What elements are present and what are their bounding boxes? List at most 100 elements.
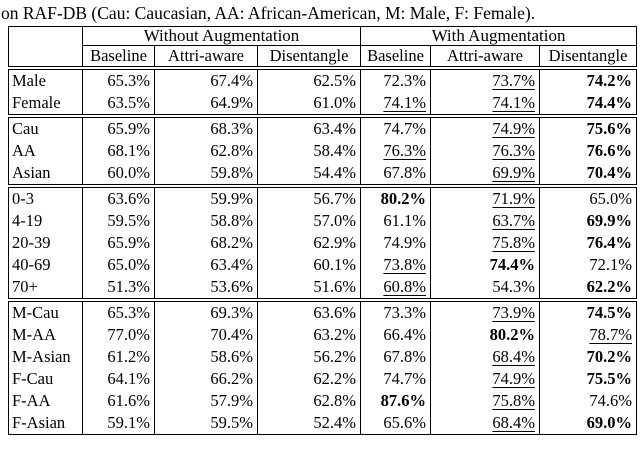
value-cell: 62.2% — [257, 368, 361, 390]
value-cell: 63.4% — [257, 114, 361, 140]
augmentation-header-row: Without Augmentation With Augmentation — [8, 26, 638, 68]
value-cell: 72.3% — [360, 66, 431, 92]
value-cell: 61.2% — [82, 346, 155, 368]
value-cell: 63.5% — [82, 92, 155, 116]
value-cell: 74.1% — [430, 92, 540, 116]
value-cell: 61.6% — [82, 390, 155, 412]
value-cell: 64.9% — [154, 92, 258, 116]
value-cell: 58.6% — [154, 346, 258, 368]
row-label: Cau — [8, 114, 83, 140]
value-cell: 74.9% — [430, 368, 540, 390]
row-label: Male — [8, 66, 83, 92]
value-cell: 61.1% — [360, 210, 431, 232]
value-cell: 63.6% — [82, 184, 155, 210]
header-attri-aware-with: Attri-aware — [430, 45, 540, 68]
header-attri-aware-without: Attri-aware — [154, 45, 258, 68]
value-cell: 77.0% — [82, 324, 155, 346]
value-cell: 69.9% — [430, 162, 540, 186]
table-row-m-aa: M-AA 77.0% 70.4% 63.2% 66.4% 80.2% 78.7% — [8, 324, 638, 346]
value-cell: 68.4% — [430, 412, 540, 435]
value-cell: 68.1% — [82, 140, 155, 162]
value-cell: 74.6% — [538, 390, 638, 412]
value-cell: 72.1% — [538, 254, 638, 276]
table-header: Without Augmentation With Augmentation B… — [8, 26, 638, 68]
value-cell: 74.5% — [538, 298, 638, 324]
value-cell: 75.8% — [430, 232, 540, 254]
value-cell: 74.7% — [360, 368, 431, 390]
row-label: M-AA — [8, 324, 83, 346]
value-cell: 57.0% — [257, 210, 361, 232]
table-row-asian: Asian 60.0% 59.8% 54.4% 67.8% 69.9% 70.4% — [8, 162, 638, 186]
value-cell: 60.0% — [82, 162, 155, 186]
value-cell: 59.1% — [82, 412, 155, 435]
value-cell: 65.0% — [538, 184, 638, 210]
value-cell: 73.8% — [360, 254, 431, 276]
value-cell: 73.3% — [360, 298, 431, 324]
value-cell: 74.1% — [360, 92, 431, 116]
value-cell: 87.6% — [360, 390, 431, 412]
value-cell: 68.3% — [154, 114, 258, 140]
table-row-f-asian: F-Asian 59.1% 59.5% 52.4% 65.6% 68.4% 69.0% — [8, 412, 638, 435]
corner-empty-cell — [8, 26, 83, 68]
table-row-male: Male 65.3% 67.4% 62.5% 72.3% 73.7% 74.2% — [8, 66, 638, 92]
header-baseline-with: Baseline — [360, 45, 431, 68]
value-cell: 71.9% — [430, 184, 540, 210]
header-without-augmentation: Without Augmentation — [82, 26, 361, 46]
value-cell: 69.9% — [538, 210, 638, 232]
value-cell: 74.9% — [360, 232, 431, 254]
value-cell: 64.1% — [82, 368, 155, 390]
value-cell: 59.5% — [154, 412, 258, 435]
value-cell: 78.7% — [538, 324, 638, 346]
header-baseline-without: Baseline — [82, 45, 155, 68]
value-cell: 62.8% — [154, 140, 258, 162]
row-label: 20-39 — [8, 232, 83, 254]
value-cell: 74.4% — [538, 92, 638, 116]
value-cell: 58.4% — [257, 140, 361, 162]
value-cell: 60.8% — [360, 276, 431, 300]
value-cell: 66.4% — [360, 324, 431, 346]
header-disentangle-without: Disentangle — [257, 45, 361, 68]
value-cell: 76.3% — [360, 140, 431, 162]
method-header-row: Baseline Attri-aware Disentangle Baselin… — [9, 45, 638, 68]
value-cell: 75.8% — [430, 390, 540, 412]
table-row-female: Female 63.5% 64.9% 61.0% 74.1% 74.1% 74.4% — [8, 92, 638, 116]
value-cell: 75.6% — [538, 114, 638, 140]
value-cell: 62.5% — [257, 66, 361, 92]
value-cell: 76.6% — [538, 140, 638, 162]
value-cell: 67.8% — [360, 346, 431, 368]
value-cell: 80.2% — [430, 324, 540, 346]
table-row-f-aa: F-AA 61.6% 57.9% 62.8% 87.6% 75.8% 74.6% — [8, 390, 638, 412]
table-body: Male 65.3% 67.4% 62.5% 72.3% 73.7% 74.2% Female… — [8, 66, 638, 435]
value-cell: 53.6% — [154, 276, 258, 300]
value-cell: 59.8% — [154, 162, 258, 186]
row-label: Female — [8, 92, 83, 116]
value-cell: 56.2% — [257, 346, 361, 368]
table-row-cau: Cau 65.9% 68.3% 63.4% 74.7% 74.9% 75.6% — [8, 114, 638, 140]
row-label: F-Cau — [8, 368, 83, 390]
value-cell: 70.4% — [154, 324, 258, 346]
value-cell: 70.2% — [538, 346, 638, 368]
value-cell: 54.4% — [257, 162, 361, 186]
value-cell: 63.6% — [257, 298, 361, 324]
value-cell: 66.2% — [154, 368, 258, 390]
value-cell: 67.4% — [154, 66, 258, 92]
value-cell: 57.9% — [154, 390, 258, 412]
value-cell: 70.4% — [538, 162, 638, 186]
value-cell: 65.9% — [82, 114, 155, 140]
value-cell: 69.3% — [154, 298, 258, 324]
table-row-m-cau: M-Cau 65.3% 69.3% 63.6% 73.3% 73.9% 74.5% — [8, 298, 638, 324]
value-cell: 65.3% — [82, 298, 155, 324]
row-label: 0-3 — [8, 184, 83, 210]
value-cell: 59.9% — [154, 184, 258, 210]
value-cell: 63.7% — [430, 210, 540, 232]
value-cell: 74.9% — [430, 114, 540, 140]
value-cell: 67.8% — [360, 162, 431, 186]
table-row-4-19: 4-19 59.5% 58.8% 57.0% 61.1% 63.7% 69.9% — [8, 210, 638, 232]
row-label: AA — [8, 140, 83, 162]
value-cell: 65.3% — [82, 66, 155, 92]
table-row-20-39: 20-39 65.9% 68.2% 62.9% 74.9% 75.8% 76.4% — [8, 232, 638, 254]
value-cell: 74.2% — [538, 66, 638, 92]
value-cell: 62.2% — [538, 276, 638, 300]
value-cell: 68.2% — [154, 232, 258, 254]
